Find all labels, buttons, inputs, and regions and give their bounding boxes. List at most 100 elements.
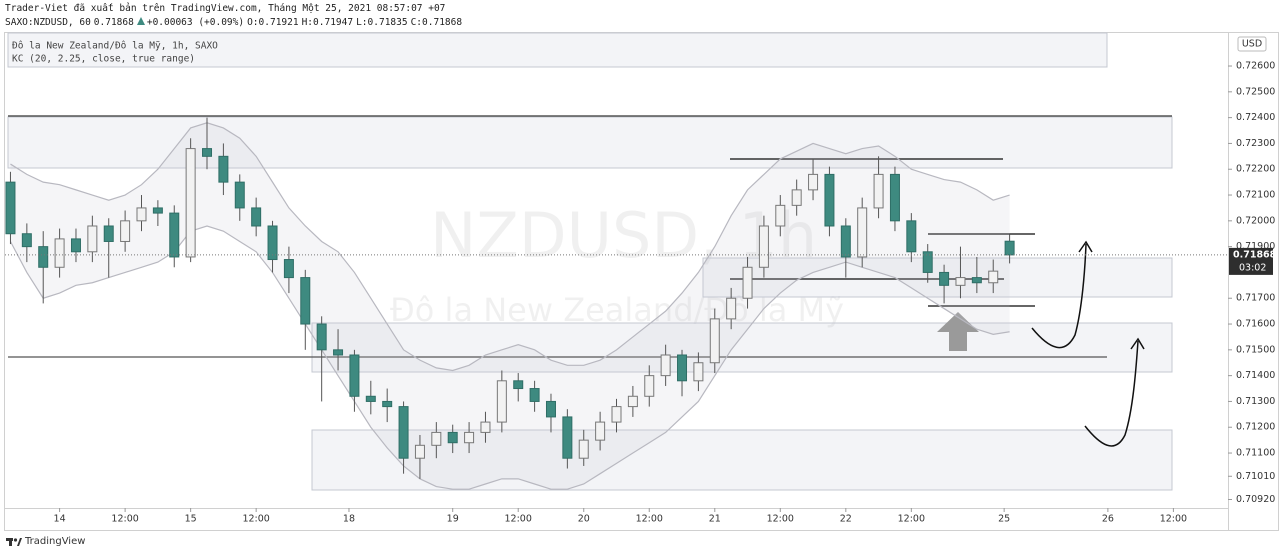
candle-body — [955, 277, 966, 286]
candle-body — [87, 225, 98, 253]
h-value: 0.71947 — [313, 17, 354, 28]
x-tick-label: 21 — [709, 514, 721, 525]
watermark-symbol: NZDUSD, 1h — [430, 199, 817, 272]
candle-body — [398, 406, 409, 459]
up-icon — [136, 17, 145, 25]
candle-body — [316, 323, 327, 351]
y-tick-label: 0.71010 — [1236, 471, 1275, 482]
y-tick-label: 0.70920 — [1236, 494, 1275, 505]
candle-body — [283, 259, 294, 279]
drawings — [7, 115, 1173, 491]
candle-body — [595, 421, 606, 441]
candle-body — [447, 431, 458, 444]
publisher: Trader-Viet đã xuất bản trên TradingView… — [5, 3, 446, 14]
y-tick-label: 0.71900 — [1236, 241, 1275, 252]
candle-body — [54, 238, 65, 268]
candle-body — [480, 421, 491, 433]
y-tick-label: 0.72300 — [1236, 138, 1275, 149]
up-arrow-marker — [937, 312, 979, 351]
candle-body — [562, 416, 573, 459]
countdown: 03:02 — [1239, 262, 1266, 273]
y-tick-label: 0.71700 — [1236, 293, 1275, 304]
candle-body — [185, 148, 196, 258]
y-tick-label: 0.72400 — [1236, 112, 1275, 123]
projection-arrow — [1084, 340, 1139, 447]
candle-body — [202, 148, 213, 157]
candle-body — [857, 207, 868, 258]
candle-body — [627, 395, 638, 408]
y-tick-label: 0.71400 — [1236, 370, 1275, 381]
candle-body — [693, 362, 704, 382]
candle-body — [611, 406, 622, 423]
candle-body — [333, 349, 344, 356]
x-tick-label: 12:00 — [111, 514, 138, 525]
x-tick-label: 12:00 — [767, 514, 794, 525]
candle-body — [70, 238, 81, 253]
candle-body — [578, 439, 589, 459]
x-tick-label: 12:00 — [505, 514, 532, 525]
y-tick-label: 0.71200 — [1236, 422, 1275, 433]
x-tick-label: 18 — [343, 514, 355, 525]
legend-box — [7, 32, 1108, 68]
candle-body — [840, 225, 851, 258]
arrow-head — [1130, 337, 1145, 350]
candle-body — [152, 207, 163, 214]
last-price: 0.71868 — [93, 17, 134, 28]
y-tick-label: 0.72500 — [1236, 86, 1275, 97]
x-tick-label: 22 — [840, 514, 852, 525]
zone — [702, 257, 1173, 298]
chart: NZDUSD, 1h Đô la New Zealand/Đô la Mỹ Đô… — [4, 32, 1279, 531]
candle-body — [120, 220, 131, 242]
candle-body — [464, 431, 475, 444]
y-tick-label: 0.71500 — [1236, 344, 1275, 355]
candle-body — [677, 354, 688, 382]
candle-body — [529, 388, 540, 402]
candle-body — [971, 277, 982, 284]
candle-body — [709, 318, 720, 364]
candle-body — [234, 181, 245, 209]
y-tick-label: 0.71600 — [1236, 319, 1275, 330]
x-tick-label: 25 — [998, 514, 1010, 525]
candle-body — [906, 220, 917, 253]
candle-body — [496, 380, 507, 423]
x-tick-label: 12:00 — [636, 514, 663, 525]
candle-body — [169, 212, 180, 258]
publisher-line: Trader-Viet đã xuất bản trên TradingView… — [5, 3, 448, 14]
change: +0.00063 (+0.09%) — [146, 17, 245, 28]
footer: TradingView — [6, 536, 85, 547]
x-tick-label: 12:00 — [242, 514, 269, 525]
x-tick-label: 19 — [447, 514, 459, 525]
candle-body — [382, 400, 393, 408]
x-tick-label: 12:00 — [1160, 514, 1187, 525]
y-tick-label: 0.72100 — [1236, 190, 1275, 201]
candle-body — [513, 380, 524, 390]
candle-body — [824, 173, 835, 227]
candle-body — [791, 189, 802, 206]
x-tick-label: 12:00 — [898, 514, 925, 525]
footer-text: TradingView — [25, 536, 86, 547]
candle-body — [300, 277, 311, 325]
c-label: C: — [410, 17, 423, 28]
candle-body — [988, 270, 999, 284]
candle-body — [136, 207, 147, 222]
candle-body — [889, 173, 900, 222]
currency-badge[interactable] — [1237, 36, 1267, 52]
symbol: SAXO:NZDUSD, 60 — [5, 17, 91, 28]
arrow-head — [1078, 240, 1093, 253]
candle-body — [38, 246, 49, 268]
price-label: 0.71868 — [1233, 249, 1277, 260]
candle-body — [349, 354, 360, 397]
candle-body — [103, 225, 114, 242]
candle-body — [1004, 240, 1015, 256]
candle-body — [545, 400, 556, 418]
candle-body — [251, 207, 262, 227]
candle-body — [414, 444, 425, 459]
x-tick-label: 15 — [185, 514, 197, 525]
candle-body — [660, 354, 671, 377]
c-value: 0.71868 — [422, 17, 463, 28]
y-tick-label: 0.72600 — [1236, 61, 1275, 72]
candle-body — [726, 297, 737, 320]
candle-body — [267, 225, 278, 261]
candle-body — [365, 395, 376, 402]
